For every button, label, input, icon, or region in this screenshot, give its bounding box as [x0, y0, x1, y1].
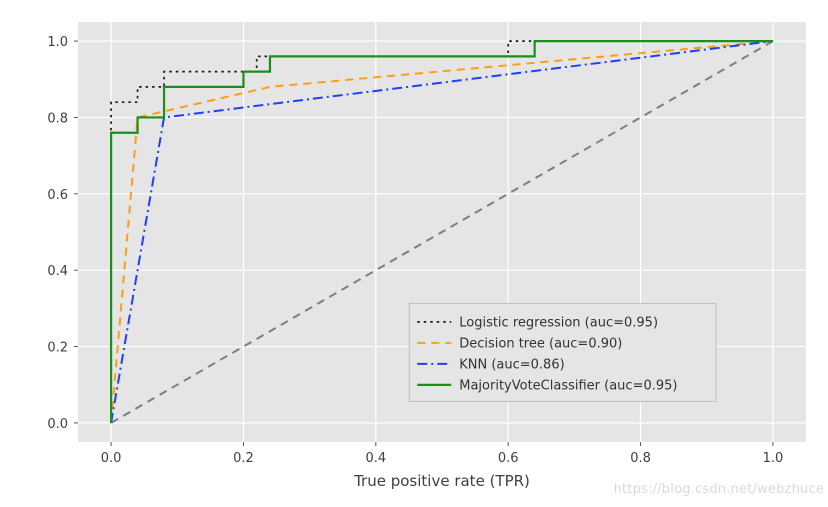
ytick-label: 0.2 [47, 341, 68, 356]
legend-label: MajorityVoteClassifier (auc=0.95) [459, 378, 677, 393]
chart-svg: 0.0 0.2 0.4 0.6 0.8 1.0 0.0 0.2 0.4 0.6 0.8 1.0 True… [0, 0, 828, 503]
roc-chart: 0.0 0.2 0.4 0.6 0.8 1.0 0.0 0.2 0.4 0.6 0.8 1.0 True… [0, 0, 828, 503]
legend-label: Logistic regression (auc=0.95) [459, 315, 658, 330]
ytick-label: 0.8 [47, 111, 68, 126]
legend-label: Decision tree (auc=0.90) [459, 336, 622, 351]
ytick-label: 1.0 [47, 35, 68, 50]
xtick-label: 0.4 [365, 451, 386, 466]
xtick-label: 1.0 [763, 451, 784, 466]
ytick-label: 0.4 [47, 264, 68, 279]
legend-label: KNN (auc=0.86) [459, 357, 564, 372]
xtick-label: 0.2 [233, 451, 254, 466]
xtick-label: 0.8 [630, 451, 651, 466]
legend: Logistic regression (auc=0.95) Decision t… [409, 303, 716, 401]
xtick-label: 0.6 [498, 451, 519, 466]
xtick-label: 0.0 [101, 451, 122, 466]
ytick-label: 0.0 [47, 417, 68, 432]
x-axis-label: True positive rate (TPR) [353, 472, 530, 490]
ytick-label: 0.6 [47, 188, 68, 203]
